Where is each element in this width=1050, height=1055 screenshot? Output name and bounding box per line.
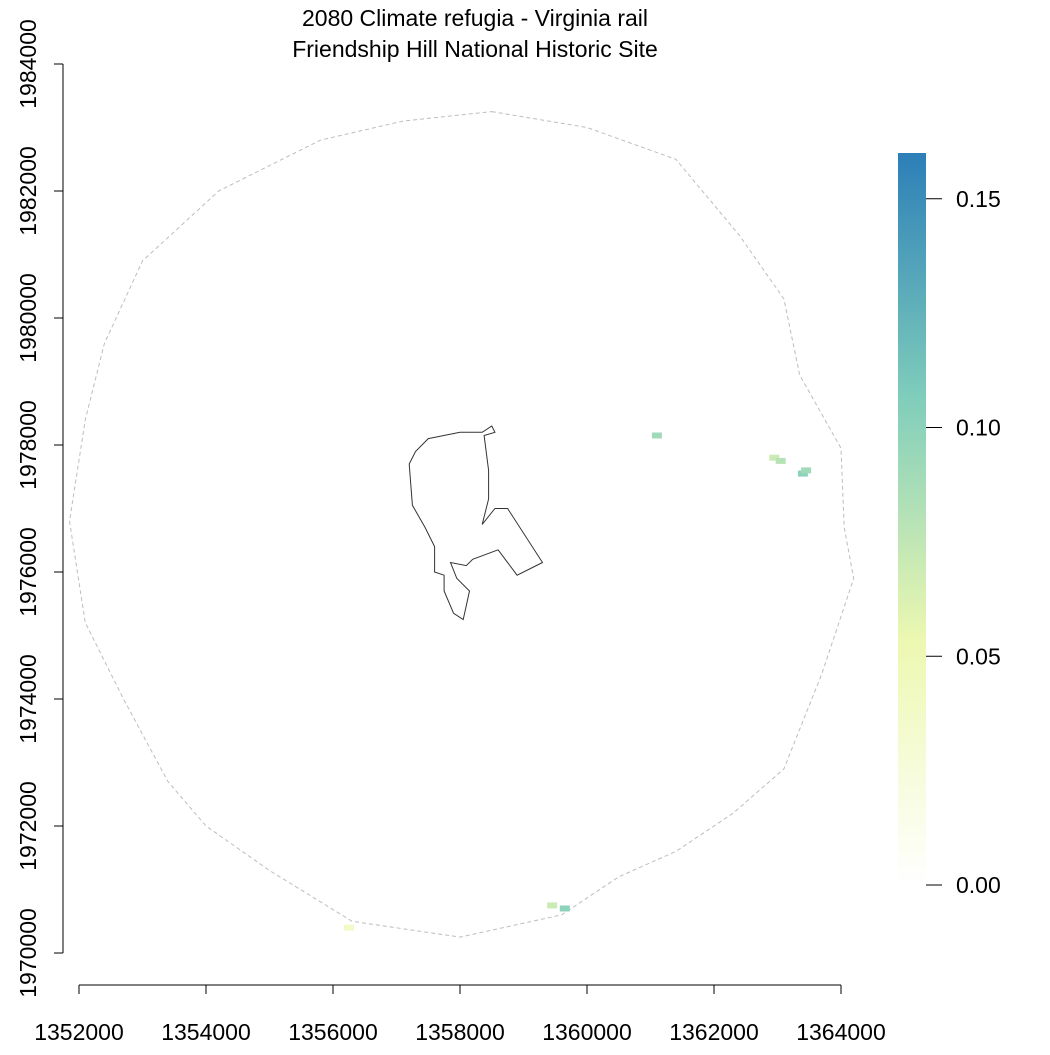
x-tick-label: 1360000	[542, 1019, 632, 1045]
y-tick-label: 1972000	[15, 781, 41, 871]
x-axis: 1352000 1354000 1356000 1358000 1360000 13620…	[34, 984, 886, 1045]
refugia-patch	[797, 470, 808, 477]
legend-tick-label: 0.10	[956, 415, 1001, 441]
color-legend: 0.00 0.05 0.10 0.15	[898, 153, 1001, 898]
x-tick-label: 1362000	[669, 1019, 759, 1045]
x-tick-label: 1364000	[796, 1019, 886, 1045]
legend-tick-label: 0.00	[956, 872, 1001, 898]
refugia-patch	[775, 457, 786, 464]
y-tick-label: 1970000	[15, 908, 41, 998]
park-boundary	[408, 425, 544, 621]
plot-area	[68, 111, 855, 938]
legend-tick-label: 0.15	[956, 186, 1001, 212]
refugia-patch	[651, 432, 662, 439]
map-title: 2080 Climate refugia - Virginia rail	[301, 5, 649, 31]
refugia-patch	[801, 467, 812, 474]
y-tick-label: 1978000	[15, 400, 41, 490]
x-tick-label: 1356000	[288, 1019, 378, 1045]
refugia-patch	[343, 924, 354, 931]
legend-colorbar	[898, 153, 926, 885]
refugia-patch	[547, 902, 558, 909]
y-tick-label: 1980000	[15, 273, 41, 363]
y-tick-label: 1984000	[15, 19, 41, 109]
y-tick-label: 1976000	[15, 527, 41, 617]
x-tick-label: 1352000	[34, 1019, 124, 1045]
buffer-boundary	[68, 111, 855, 938]
refugia-patch	[559, 905, 570, 912]
refugia-patch	[769, 454, 780, 461]
x-tick-label: 1354000	[161, 1019, 251, 1045]
map-subtitle: Friendship Hill National Historic Site	[292, 36, 658, 62]
y-axis: 1970000 1972000 1974000 1976000 1978000 19800…	[15, 19, 64, 998]
y-tick-label: 1974000	[15, 654, 41, 744]
x-tick-label: 1358000	[415, 1019, 505, 1045]
y-tick-label: 1982000	[15, 146, 41, 236]
legend-tick-label: 0.05	[956, 643, 1001, 669]
